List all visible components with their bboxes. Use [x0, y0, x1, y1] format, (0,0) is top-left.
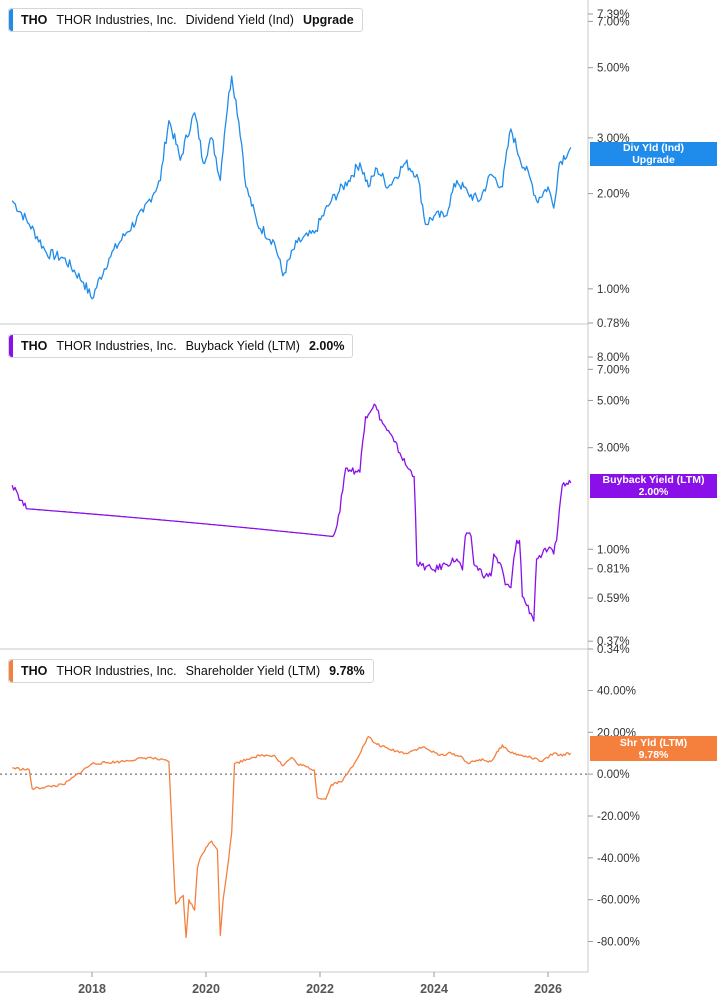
y-tick-label: 40.00% — [597, 685, 636, 697]
x-tick-label: 2026 — [534, 982, 562, 996]
y-tick-label: 8.00% — [597, 352, 630, 364]
y-tick-label: 7.00% — [597, 364, 630, 376]
flag-line-1: Buyback Yield (LTM) — [602, 474, 705, 486]
y-tick-label: 1.00% — [597, 284, 630, 296]
current-value-flag-shareholder: Shr Yld (LTM) 9.78% — [590, 736, 717, 761]
current-value-flag-buyback: Buyback Yield (LTM) 2.00% — [590, 474, 717, 498]
legend-metric: Buyback Yield (LTM) — [185, 339, 300, 353]
y-tick-label: -20.00% — [597, 811, 640, 823]
y-tick-label: 0.81% — [597, 564, 630, 576]
y-tick-label: -80.00% — [597, 937, 640, 949]
y-tick-label: 5.00% — [597, 63, 630, 75]
legend-value: 2.00% — [308, 339, 345, 353]
series-line — [11, 403, 572, 622]
legend-value: 9.78% — [329, 664, 365, 678]
flag-line-2: Upgrade — [632, 154, 675, 166]
series-line — [12, 735, 572, 939]
y-tick-label: 3.00% — [597, 443, 630, 455]
y-tick-label: 0.78% — [597, 318, 630, 330]
flag-line-2: 9.78% — [638, 748, 669, 761]
y-tick-label: 0.34% — [597, 644, 630, 656]
legend-metric: Dividend Yield (Ind) — [185, 13, 294, 27]
legend-ticker: THO — [21, 13, 48, 27]
x-tick-label: 2020 — [192, 982, 220, 996]
series-color-swatch — [9, 335, 13, 357]
legend-buyback-yield[interactable]: THO THOR Industries, Inc. Buyback Yield … — [8, 334, 354, 358]
flag-line-1: Shr Yld (LTM) — [619, 736, 688, 749]
x-tick-label: 2022 — [306, 982, 334, 996]
series-color-swatch — [9, 660, 13, 682]
y-tick-label: 5.00% — [597, 395, 630, 407]
y-tick-label: 3.00% — [597, 133, 630, 145]
flag-line-2: 2.00% — [638, 486, 669, 498]
y-tick-label: 0.59% — [597, 593, 630, 605]
current-value-flag-dividend: Div Yld (Ind) Upgrade — [590, 142, 717, 166]
legend-company: THOR Industries, Inc. — [56, 13, 177, 27]
y-tick-label: 2.00% — [597, 189, 630, 201]
y-tick-label: 7.00% — [597, 16, 630, 28]
legend-shareholder-yield[interactable]: THO THOR Industries, Inc. Shareholder Yi… — [8, 659, 374, 683]
y-tick-label: 0.37% — [597, 636, 630, 648]
legend-company: THOR Industries, Inc. — [56, 664, 177, 678]
y-tick-label: -60.00% — [597, 895, 640, 907]
flag-line-1: Div Yld (Ind) — [622, 142, 685, 154]
legend-ticker: THO — [21, 339, 48, 353]
x-tick-label: 2024 — [420, 982, 448, 996]
legend-ticker: THO — [21, 664, 48, 678]
legend-value: Upgrade — [302, 13, 354, 27]
y-tick-label: 0.00% — [597, 769, 630, 781]
x-tick-label: 2018 — [78, 982, 106, 996]
y-tick-label: 1.00% — [597, 544, 630, 556]
legend-company: THOR Industries, Inc. — [56, 339, 177, 353]
series-line — [11, 75, 572, 300]
legend-dividend-yield[interactable]: THO THOR Industries, Inc. Dividend Yield… — [8, 8, 363, 32]
series-color-swatch — [9, 9, 13, 31]
legend-metric: Shareholder Yield (LTM) — [185, 664, 321, 678]
y-tick-label: -40.00% — [597, 853, 640, 865]
y-tick-label: 7.39% — [597, 9, 630, 21]
